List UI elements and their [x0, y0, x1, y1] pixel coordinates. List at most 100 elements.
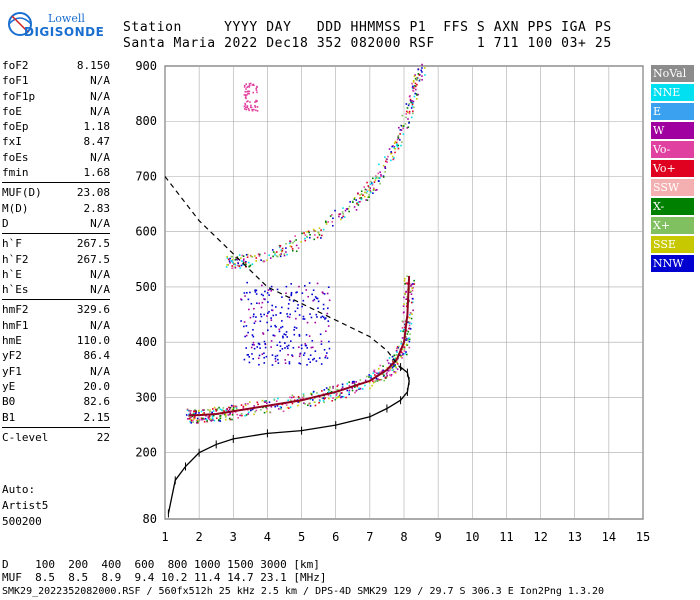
echo-dot [229, 257, 231, 260]
echo-dot [302, 393, 305, 395]
echo-dot [228, 260, 231, 262]
echo-dot [413, 279, 415, 282]
echo-dot [417, 93, 419, 96]
echo-dot [211, 417, 214, 420]
param-name: B1 [2, 410, 16, 424]
echo-dot [358, 201, 360, 203]
echo-dot [293, 240, 296, 243]
param-name: h`E [2, 267, 22, 281]
echo-dot [345, 396, 347, 399]
echo-dot [402, 328, 405, 331]
echo-dot [346, 382, 349, 385]
echo-dot [232, 412, 234, 415]
echo-dot [413, 95, 416, 98]
echo-dot [343, 216, 346, 218]
echo-dot [348, 381, 351, 384]
echo-dot [412, 301, 414, 304]
echo-dot [235, 405, 238, 408]
echo-dot [318, 399, 321, 401]
echo-dot [315, 297, 318, 299]
echo-dot [229, 261, 231, 264]
echo-dot [408, 322, 411, 325]
echo-dot [392, 145, 394, 147]
echo-dot [263, 411, 266, 414]
param-row-hmf2: hmF2 329.6 [2, 302, 110, 317]
echo-dot [237, 262, 240, 265]
echo-dot [318, 234, 321, 236]
echo-dot [403, 348, 406, 350]
echo-dot [416, 77, 419, 79]
echo-dot [418, 78, 421, 81]
echo-dot [265, 406, 267, 409]
logo-globe-icon [8, 12, 32, 36]
echo-dot [348, 391, 350, 394]
param-value: N/A [90, 283, 110, 297]
echo-dot [332, 385, 334, 388]
echo-dot [274, 360, 277, 363]
param-value: 82.6 [83, 395, 111, 409]
echo-dot [313, 238, 316, 241]
echo-dot [271, 354, 274, 356]
echo-dot [410, 116, 413, 119]
echo-dot [264, 298, 266, 301]
echo-dot [263, 313, 265, 316]
echo-dot [413, 106, 415, 109]
param-name: yE [2, 379, 16, 393]
echo-dot [368, 194, 370, 196]
echo-dot [374, 380, 377, 383]
echo-dot [355, 209, 358, 211]
echo-dot [280, 326, 282, 329]
echo-dot [384, 166, 386, 169]
echo-dot [379, 378, 381, 381]
echo-dot [402, 330, 404, 333]
echo-dot [190, 416, 193, 419]
echo-dot [369, 387, 371, 390]
echo-dot [198, 409, 200, 412]
echo-dot [227, 264, 230, 266]
echo-dot [342, 215, 345, 218]
echo-dot [410, 301, 413, 304]
echo-dot [270, 285, 273, 288]
echo-dot [324, 220, 327, 223]
echo-dot [341, 395, 343, 398]
echo-dot [389, 374, 391, 376]
muf-values-row: MUF 8.5 8.5 8.9 9.4 10.2 11.4 14.7 23.1 … [2, 571, 327, 584]
echo-dot [246, 354, 249, 356]
echo-dot [309, 398, 312, 401]
echo-dot [391, 364, 394, 367]
echo-dot [359, 379, 362, 381]
echo-dot [356, 385, 359, 388]
echo-dot [245, 260, 247, 263]
echo-dot [207, 409, 209, 411]
echo-dot [251, 343, 254, 346]
echo-dot [360, 197, 363, 199]
echo-dot [328, 389, 331, 392]
echo-dot [366, 199, 369, 202]
echo-dot [243, 325, 245, 328]
echo-dot [250, 106, 253, 109]
echo-dot [312, 289, 315, 292]
echo-dot [393, 142, 396, 145]
echo-dot [410, 283, 413, 286]
legend-vo: Vo+ [651, 160, 694, 177]
echo-dot [397, 136, 400, 139]
param-row-fmin: fmin 1.68 [2, 165, 110, 180]
header-row-2: Santa Maria 2022 Dec18 352 082000 RSF 1 … [123, 36, 612, 51]
echo-dot [407, 104, 410, 107]
param-name: hmE [2, 334, 22, 348]
echo-dot [270, 325, 272, 328]
echo-dot [256, 91, 258, 94]
echo-dot [281, 296, 283, 298]
echo-dot [421, 67, 423, 69]
echo-dot [310, 393, 313, 396]
echo-dot [386, 161, 388, 163]
echo-dot [253, 322, 256, 325]
echo-dot [279, 244, 282, 247]
echo-dot [267, 301, 269, 303]
echo-dot [243, 105, 246, 108]
echo-dot [256, 86, 258, 89]
echo-dot [390, 152, 392, 155]
echo-dot [277, 362, 280, 364]
echo-dot [411, 289, 414, 292]
echo-dot [410, 317, 413, 320]
